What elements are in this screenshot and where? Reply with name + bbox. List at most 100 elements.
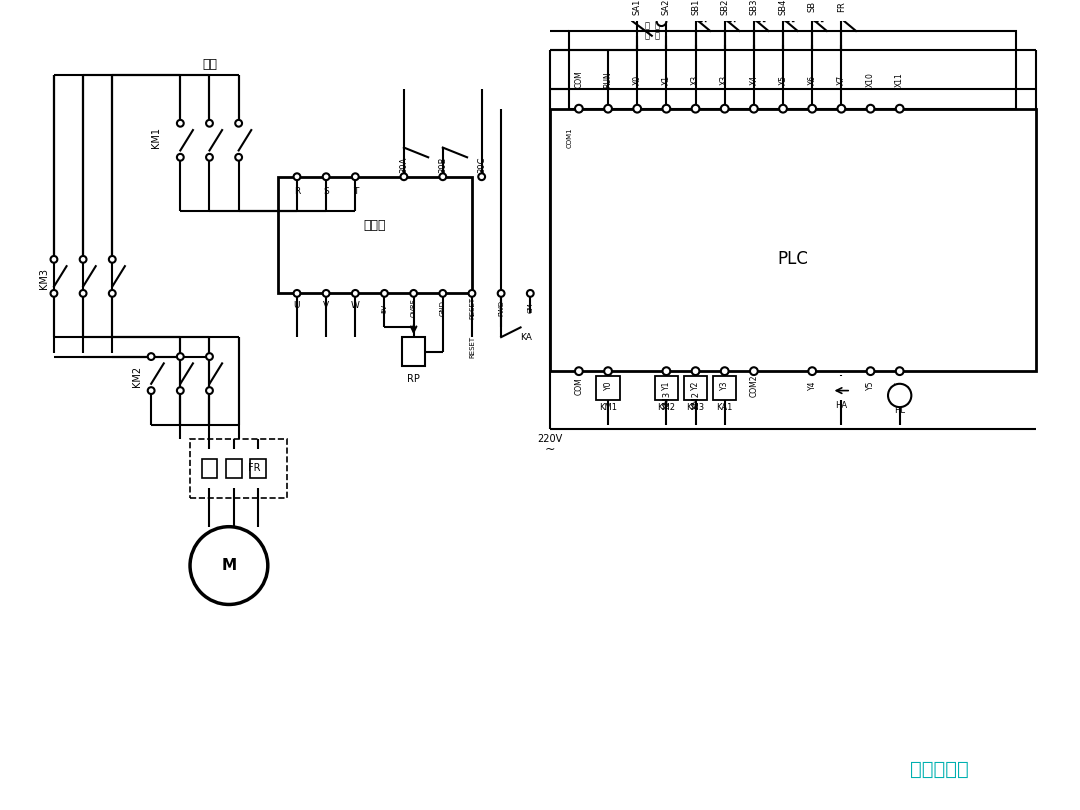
Circle shape: [720, 367, 729, 375]
Circle shape: [720, 104, 729, 113]
Circle shape: [657, 16, 666, 26]
Bar: [713, 376, 737, 400]
Bar: [596, 376, 620, 400]
Text: FWD: FWD: [498, 300, 504, 316]
Text: X10: X10: [866, 72, 875, 87]
Text: Y0: Y0: [604, 381, 612, 390]
Circle shape: [235, 120, 242, 126]
Text: SA2: SA2: [662, 0, 671, 15]
Text: FR: FR: [248, 463, 261, 473]
Text: 30A: 30A: [400, 157, 408, 173]
Text: X0: X0: [633, 75, 642, 84]
Text: RP: RP: [407, 374, 420, 384]
Text: R: R: [294, 187, 300, 196]
Circle shape: [206, 154, 213, 160]
Circle shape: [352, 173, 359, 180]
Text: X6: X6: [808, 75, 816, 84]
Text: 变
频: 变 频: [645, 21, 649, 40]
Text: 变频器: 变频器: [364, 219, 386, 232]
Text: ~: ~: [544, 442, 555, 455]
Text: SB2: SB2: [720, 0, 729, 15]
Circle shape: [410, 290, 417, 296]
Circle shape: [80, 256, 86, 262]
Text: GND: GND: [440, 300, 446, 316]
Text: U: U: [294, 301, 300, 309]
Text: RESET: RESET: [469, 297, 475, 319]
Text: 5V: 5V: [381, 304, 388, 313]
Circle shape: [148, 387, 154, 394]
Text: Y3: Y3: [720, 381, 729, 390]
Circle shape: [51, 290, 57, 296]
Text: KM2: KM2: [691, 391, 700, 409]
Text: V: V: [323, 301, 329, 309]
Circle shape: [866, 367, 875, 375]
Text: KA1: KA1: [716, 403, 733, 411]
Circle shape: [206, 353, 213, 360]
Text: SB: SB: [808, 1, 816, 12]
Text: RUN: RUN: [604, 71, 612, 87]
Text: X3: X3: [720, 75, 729, 84]
Circle shape: [177, 353, 184, 360]
Text: KA: KA: [521, 333, 532, 342]
Text: 电源: 电源: [202, 58, 217, 71]
Circle shape: [177, 154, 184, 160]
Text: X11: X11: [895, 72, 904, 87]
Circle shape: [294, 173, 300, 180]
Bar: [402, 337, 426, 366]
Text: KM1: KM1: [599, 403, 617, 411]
Circle shape: [691, 367, 700, 375]
Text: X5: X5: [779, 75, 787, 84]
Circle shape: [750, 104, 758, 113]
Text: X3: X3: [691, 75, 700, 84]
Text: CM: CM: [527, 303, 534, 313]
Text: FR: FR: [837, 2, 846, 12]
Text: X1: X1: [662, 75, 671, 84]
Bar: [226, 458, 242, 478]
Bar: [569, 31, 1016, 109]
Text: SA1: SA1: [633, 0, 642, 15]
Text: 自动秒链接: 自动秒链接: [909, 760, 969, 778]
Text: PLC: PLC: [778, 250, 808, 268]
Text: COM: COM: [575, 70, 583, 88]
Text: KM3: KM3: [39, 268, 50, 289]
Text: HL: HL: [894, 406, 905, 415]
Circle shape: [895, 104, 904, 113]
Circle shape: [401, 173, 407, 180]
Circle shape: [604, 104, 612, 113]
Circle shape: [148, 353, 154, 360]
Text: 220V: 220V: [537, 434, 563, 444]
Bar: [684, 376, 707, 400]
Text: X7: X7: [837, 75, 846, 84]
Text: T: T: [352, 187, 357, 196]
Circle shape: [177, 387, 184, 394]
Circle shape: [294, 290, 300, 296]
Circle shape: [604, 367, 612, 375]
Text: KM2: KM2: [132, 365, 141, 386]
Text: W: W: [351, 301, 360, 309]
Text: RESET: RESET: [469, 336, 475, 358]
Circle shape: [177, 120, 184, 126]
Circle shape: [866, 104, 875, 113]
Text: KM2: KM2: [658, 403, 675, 411]
Circle shape: [575, 104, 583, 113]
Circle shape: [662, 367, 671, 375]
Circle shape: [478, 173, 485, 180]
Text: Y6: Y6: [895, 381, 904, 390]
Circle shape: [440, 173, 446, 180]
Circle shape: [80, 290, 86, 296]
Text: SB4: SB4: [779, 0, 787, 15]
Circle shape: [779, 104, 787, 113]
Circle shape: [109, 256, 116, 262]
Circle shape: [190, 526, 268, 604]
Circle shape: [498, 290, 504, 296]
Bar: [654, 376, 678, 400]
Circle shape: [235, 154, 242, 160]
Text: OVRF: OVRF: [410, 299, 417, 318]
Circle shape: [323, 290, 329, 296]
Text: Y5: Y5: [866, 381, 875, 390]
Circle shape: [888, 384, 912, 407]
Text: Y2: Y2: [691, 381, 700, 390]
Bar: [202, 458, 217, 478]
Text: KM3: KM3: [662, 391, 671, 409]
Circle shape: [352, 290, 359, 296]
